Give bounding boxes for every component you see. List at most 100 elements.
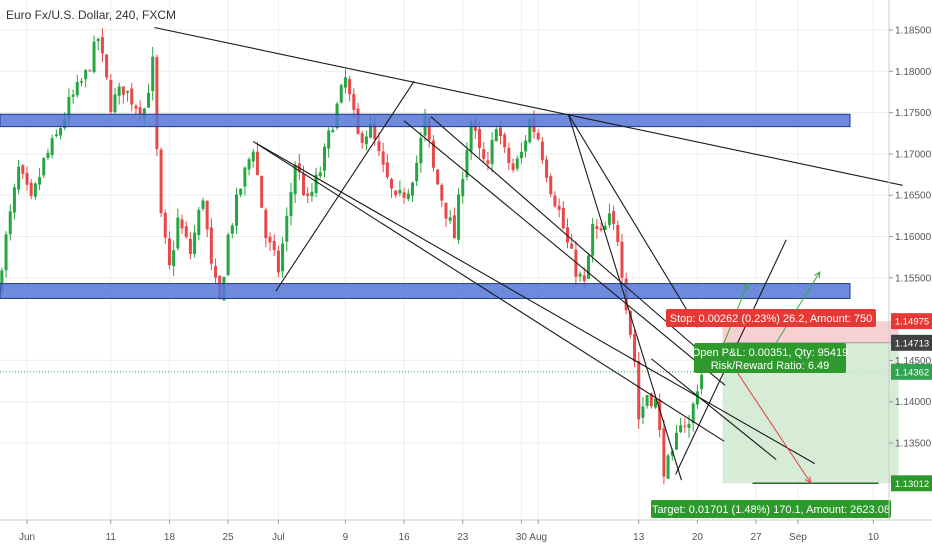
trendline[interactable] xyxy=(257,143,815,465)
candle-body xyxy=(687,424,691,428)
trendline[interactable] xyxy=(154,26,903,186)
candle-body xyxy=(406,193,410,199)
candle-body xyxy=(138,107,142,115)
trendline[interactable] xyxy=(403,120,726,386)
candle-body xyxy=(566,227,570,243)
candle-body xyxy=(285,215,289,242)
trendline[interactable] xyxy=(650,358,777,460)
candle-body xyxy=(54,134,58,137)
candle-body xyxy=(465,150,469,178)
candle-body xyxy=(134,105,138,109)
candle-body xyxy=(478,129,482,149)
trendline[interactable] xyxy=(275,80,415,292)
candle-body xyxy=(377,141,381,152)
candle-body xyxy=(159,149,163,214)
candle-body xyxy=(348,79,352,95)
candle-body xyxy=(343,77,347,88)
x-tick-label: Jun xyxy=(19,532,35,543)
candle-body xyxy=(318,172,322,177)
trendline[interactable] xyxy=(567,114,683,481)
x-tick-label: 18 xyxy=(164,532,176,543)
candle-body xyxy=(268,236,272,243)
candle-body xyxy=(214,266,218,278)
horizontal-zones[interactable] xyxy=(0,113,851,299)
y-tick-label: 1.17500 xyxy=(895,108,932,119)
candle-body xyxy=(507,147,511,163)
candle-body xyxy=(607,213,611,226)
trendline[interactable] xyxy=(252,141,725,442)
candle-body xyxy=(364,136,368,145)
candle-body xyxy=(151,56,155,92)
support-resistance-zone[interactable] xyxy=(0,283,851,299)
candle-body xyxy=(163,212,167,238)
candle-body xyxy=(42,157,46,176)
candle-body xyxy=(167,238,171,266)
x-tick-label: Aug xyxy=(529,532,547,543)
candle-body xyxy=(21,165,25,174)
candle-body xyxy=(603,225,607,230)
candle-body xyxy=(142,108,146,117)
candle-body xyxy=(549,176,553,195)
y-tick-label: 1.18000 xyxy=(895,67,932,78)
candle-body xyxy=(71,94,75,97)
candle-body xyxy=(293,164,297,195)
y-tick-label: 1.14500 xyxy=(895,356,932,367)
x-tick-label: 20 xyxy=(692,532,704,543)
candle-body xyxy=(46,152,50,158)
candle-body xyxy=(410,182,414,196)
support-resistance-zone[interactable] xyxy=(0,113,851,128)
candle-body xyxy=(486,160,490,164)
projection-arrow[interactable] xyxy=(728,360,810,482)
candle-body xyxy=(373,123,377,140)
x-tick-label: 30 xyxy=(516,532,528,543)
candle-body xyxy=(415,162,419,182)
chart-title: Euro Fx/U.S. Dollar, 240, FXCM xyxy=(6,8,176,22)
candle-body xyxy=(105,54,109,78)
candle-body xyxy=(553,195,557,207)
price-tag-label: 1.14713 xyxy=(895,338,929,349)
candle-body xyxy=(683,425,687,427)
candle-body xyxy=(33,183,37,197)
candle-body xyxy=(260,175,264,208)
candle-body xyxy=(511,163,515,171)
candle-body xyxy=(96,39,100,42)
candle-body xyxy=(385,162,389,178)
stop-label-box xyxy=(666,309,876,327)
candle-body xyxy=(193,232,197,254)
x-tick-label: 16 xyxy=(399,532,411,543)
trendline[interactable] xyxy=(567,113,698,328)
candle-body xyxy=(427,117,431,141)
candle-body xyxy=(469,121,473,152)
candle-body xyxy=(545,159,549,178)
candle-body xyxy=(126,90,130,93)
candle-body xyxy=(540,141,544,161)
price-tag-label: 1.14975 xyxy=(895,317,929,328)
candle-body xyxy=(113,94,117,113)
candles xyxy=(0,28,704,485)
y-tick-label: 1.13500 xyxy=(895,439,932,450)
candle-body xyxy=(461,178,465,197)
candle-body xyxy=(29,182,33,196)
y-tick-label: 1.16000 xyxy=(895,232,932,243)
candle-body xyxy=(306,193,310,196)
candle-body xyxy=(666,455,670,479)
candle-body xyxy=(209,227,213,264)
candle-body xyxy=(498,127,502,136)
candle-body xyxy=(117,86,121,96)
candle-body xyxy=(310,191,314,197)
candle-body xyxy=(251,151,255,162)
candle-body xyxy=(448,217,452,221)
candle-body xyxy=(100,37,104,54)
price-tag-bg xyxy=(891,313,932,330)
candle-body xyxy=(176,217,180,249)
candle-body xyxy=(17,166,21,190)
candle-body xyxy=(230,225,234,234)
price-tag-bg xyxy=(891,334,932,351)
candle-body xyxy=(184,226,188,238)
x-tick-label: 25 xyxy=(223,532,235,543)
candle-body xyxy=(658,399,662,431)
candle-body xyxy=(641,406,645,418)
candle-body xyxy=(322,146,326,171)
candle-body xyxy=(591,223,595,256)
